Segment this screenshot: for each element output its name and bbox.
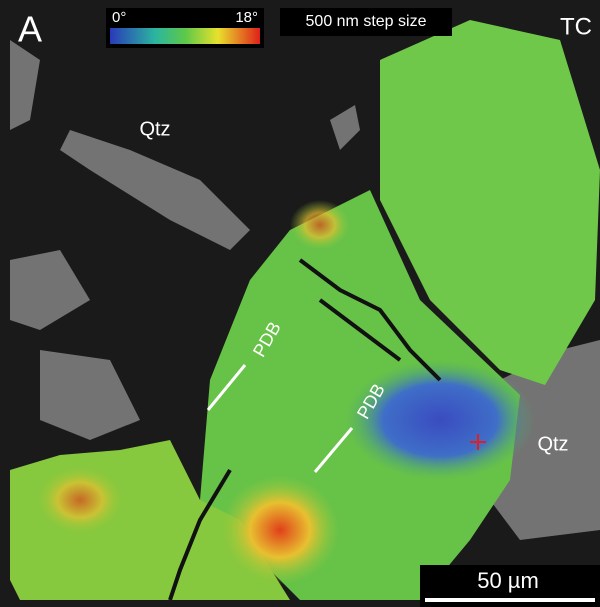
scale-bar (425, 598, 595, 602)
scale-bar-label: 50 µm (477, 568, 539, 593)
mineral-label: Qtz (139, 118, 170, 140)
panel-label: A (18, 9, 42, 50)
page: {"panel_label": "A", "color_scale": {"mi… (0, 0, 600, 607)
ebsd-map: PDB PDB Qtz Qtz A 0° 18° 500 nm step siz… (0, 0, 600, 607)
color-scale-min: 0° (112, 9, 126, 26)
mineral-label: Qtz (537, 433, 568, 455)
misorientation-high (220, 475, 340, 585)
color-scale (110, 28, 260, 44)
misorientation-high (290, 200, 350, 250)
sample-label: TC (560, 13, 592, 40)
color-scale-max: 18° (235, 9, 258, 26)
misorientation-high (35, 465, 125, 535)
step-size: 500 nm step size (306, 13, 427, 30)
